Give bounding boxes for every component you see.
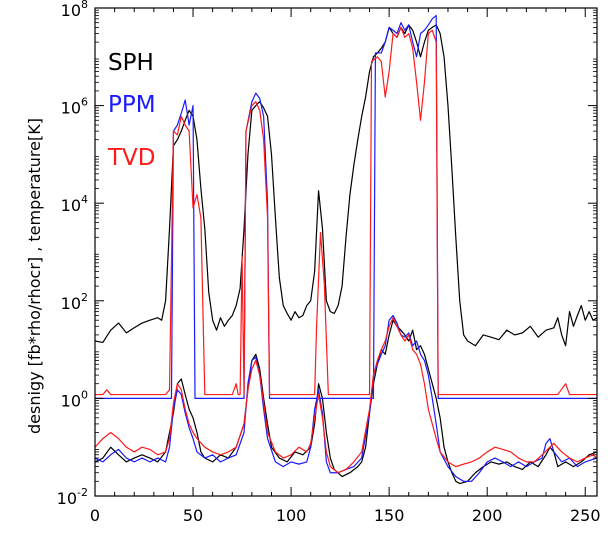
plot-lines (94, 14, 598, 485)
legend-label-sph: SPH (108, 50, 154, 76)
plot-frame (94, 7, 598, 497)
y-tick-label: 108 (61, 0, 88, 20)
x-tick-label: 150 (374, 506, 405, 525)
y-tick-label: 106 (61, 96, 88, 118)
y-tick-label: 10-2 (57, 486, 88, 508)
x-tick-label: 200 (472, 506, 503, 525)
y-tick-label: 102 (61, 291, 88, 313)
x-tick-label: 250 (570, 506, 601, 525)
legend: SPH PPM TVD (107, 50, 156, 171)
series-line-sph-temperature (94, 24, 598, 347)
y-tick-label: 100 (61, 388, 88, 410)
legend-label-tvd: TVD (107, 145, 156, 171)
y-axis-label: desnigy [fb*rho/rhocr] , temperature[K] (25, 118, 44, 434)
series-line-tvd-temperature (95, 26, 597, 396)
axis-ticks: 0 50 100 150 200 250 10-2 100 102 104 106 108 (57, 0, 601, 525)
x-tick-label: 100 (276, 506, 307, 525)
y-tick-label: 104 (61, 193, 88, 215)
series-line-tvd-density (94, 317, 598, 474)
legend-label-ppm: PPM (108, 92, 156, 118)
series-line-ppm-temperature (95, 14, 597, 399)
x-tick-label: 0 (90, 506, 100, 525)
series-line-sph-density (94, 319, 598, 485)
x-tick-label: 50 (183, 506, 203, 525)
